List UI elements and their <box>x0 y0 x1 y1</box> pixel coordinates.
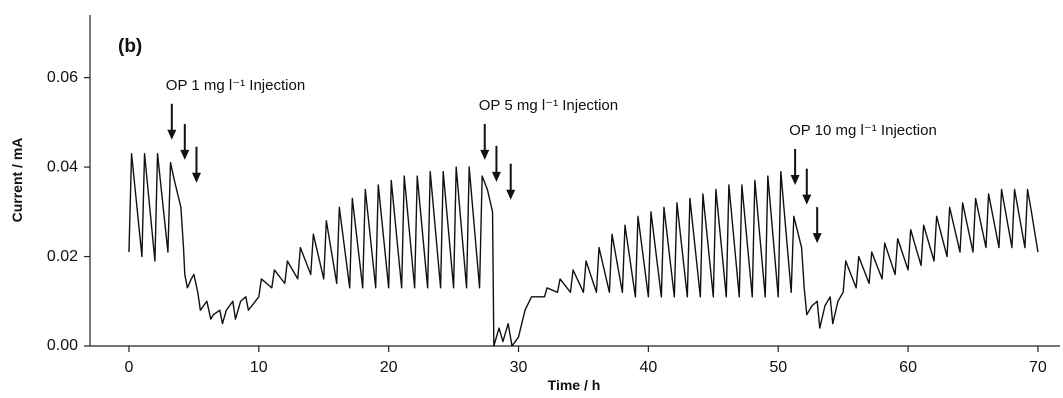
arrow-head <box>180 149 190 160</box>
x-tick-label: 20 <box>380 359 398 376</box>
x-tick-label: 50 <box>769 359 787 376</box>
arrow-head <box>802 194 812 205</box>
x-tick-label: 70 <box>1029 359 1047 376</box>
x-tick-label: 30 <box>510 359 528 376</box>
arrow-head <box>491 171 501 182</box>
x-tick-label: 40 <box>639 359 657 376</box>
x-tick-label: 10 <box>250 359 268 376</box>
x-tick-label: 0 <box>125 359 134 376</box>
x-axis-title: Time / h <box>548 377 601 393</box>
arrow-head <box>480 149 490 160</box>
arrow-head <box>167 129 177 140</box>
y-tick-label: 0.06 <box>47 69 78 86</box>
y-tick-label: 0.00 <box>47 337 78 354</box>
annotation: OP 5 mg l⁻¹ Injection <box>479 97 618 114</box>
y-tick-label: 0.02 <box>47 248 78 265</box>
arrow-head <box>812 233 822 244</box>
y-tick-label: 0.04 <box>47 158 78 175</box>
x-tick-label: 60 <box>899 359 917 376</box>
annotation: OP 1 mg l⁻¹ Injection <box>166 77 305 94</box>
arrow-head <box>506 189 516 200</box>
arrow-head <box>790 174 800 185</box>
panel-label: (b) <box>118 36 142 57</box>
arrow-head <box>191 172 201 183</box>
annotation: OP 10 mg l⁻¹ Injection <box>789 122 937 139</box>
y-axis-title: Current / mA <box>9 138 25 223</box>
data-line <box>128 152 1039 347</box>
